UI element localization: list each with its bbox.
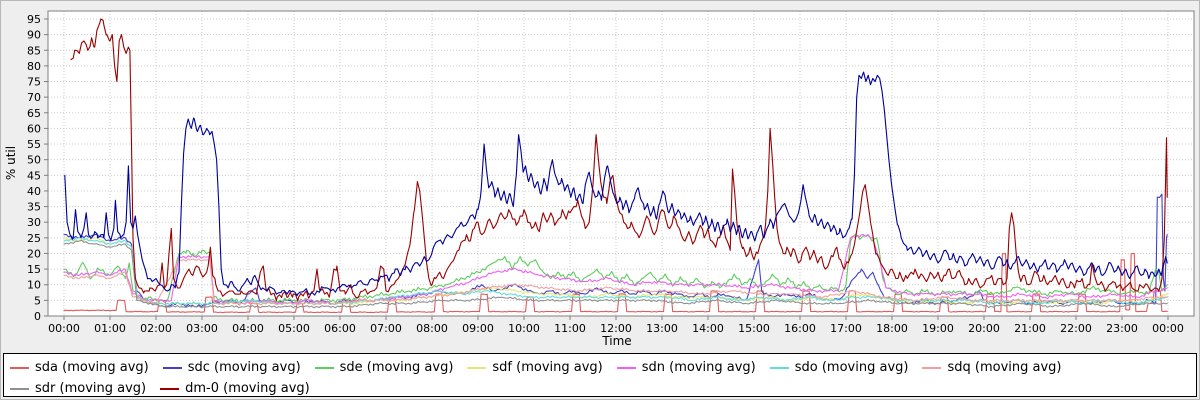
legend-item-sdn: sdn (moving avg)	[616, 357, 756, 378]
series-line-sdr	[63, 239, 1168, 309]
legend-label: sda (moving avg)	[35, 360, 149, 375]
legend-swatch-sdn	[616, 366, 636, 369]
x-tick-label: 06:00	[324, 322, 356, 335]
x-tick-label: 02:00	[140, 322, 172, 335]
x-tick-label: 21:00	[1014, 322, 1046, 335]
legend-item-sde: sde (moving avg)	[314, 357, 454, 378]
x-tick-label: 09:00	[462, 322, 494, 335]
y-tick-label: 15	[27, 263, 41, 276]
y-tick-label: 35	[27, 201, 41, 214]
legend-swatch-dm-0	[160, 387, 180, 390]
x-tick-label: 17:00	[830, 322, 862, 335]
legend-swatch-sda	[10, 366, 29, 369]
y-tick-label: 50	[27, 154, 41, 167]
x-axis-title: Time	[601, 334, 631, 348]
legend-label: sdn (moving avg)	[641, 360, 756, 375]
series-line-dm-2	[64, 71, 1168, 297]
y-tick-label: 25	[27, 232, 41, 245]
x-tick-label: 19:00	[922, 322, 954, 335]
legend-item-sdo: sdo (moving avg)	[769, 357, 909, 378]
legend-swatch-sdc	[162, 366, 182, 369]
y-tick-label: 0	[34, 310, 41, 323]
x-tick-label: 05:00	[278, 322, 310, 335]
y-tick-label: 85	[27, 44, 41, 57]
x-tick-label: 03:00	[186, 322, 218, 335]
y-tick-label: 65	[27, 107, 41, 120]
y-tick-label: 75	[27, 76, 41, 89]
x-tick-label: 12:00	[600, 322, 632, 335]
x-tick-label: 14:00	[692, 322, 724, 335]
series-line-dm-0	[70, 18, 1168, 302]
legend-item-sdf: sdf (moving avg)	[467, 357, 603, 378]
legend-label: sdc (moving avg)	[187, 360, 301, 375]
series-line-sdq	[63, 258, 1168, 306]
legend-swatch-sde	[314, 366, 334, 369]
y-tick-label: 5	[34, 294, 41, 307]
y-tick-label: 40	[27, 185, 41, 198]
legend-label: dm-0 (moving avg)	[185, 381, 310, 396]
x-tick-label: 16:00	[784, 322, 816, 335]
x-tick-label: 20:00	[968, 322, 1000, 335]
x-tick-label: 23:00	[1106, 322, 1138, 335]
x-tick-label: 00:00	[48, 322, 80, 335]
x-tick-label: 18:00	[876, 322, 908, 335]
x-tick-label: 13:00	[646, 322, 678, 335]
x-tick-label: 08:00	[416, 322, 448, 335]
legend-swatch-sdf	[467, 366, 487, 369]
y-axis-title: % util	[4, 146, 18, 180]
x-tick-label: 11:00	[554, 322, 586, 335]
legend-label: sde (moving avg)	[339, 360, 454, 375]
x-tick-label: 00:00	[1152, 322, 1184, 335]
x-tick-label: 22:00	[1060, 322, 1092, 335]
x-tick-label: 10:00	[508, 322, 540, 335]
y-tick-label: 55	[27, 138, 41, 151]
legend-label: sdf (moving avg)	[492, 360, 603, 375]
legend-item-sdc: sdc (moving avg)	[162, 357, 301, 378]
x-tick-label: 07:00	[370, 322, 402, 335]
series-line-sdo	[63, 236, 1168, 306]
x-tick-label: 04:00	[232, 322, 264, 335]
legend-swatch-sdr	[10, 387, 29, 390]
y-tick-label: 70	[27, 91, 41, 104]
legend-item-sdq: sdq (moving avg)	[922, 357, 1061, 378]
legend-item-sda: sda (moving avg)	[10, 357, 149, 378]
y-tick-label: 90	[27, 29, 41, 42]
legend-swatch-sdo	[769, 366, 789, 369]
x-tick-label: 01:00	[94, 322, 126, 335]
legend-label: sdq (moving avg)	[947, 360, 1062, 375]
y-tick-label: 45	[27, 169, 41, 182]
y-tick-label: 10	[27, 279, 41, 292]
legend-item-dm-0: dm-0 (moving avg)	[160, 378, 310, 399]
y-tick-label: 60	[27, 122, 41, 135]
legend-label: sdo (moving avg)	[794, 360, 909, 375]
y-tick-label: 20	[27, 247, 41, 260]
x-tick-label: 15:00	[738, 322, 770, 335]
chart-legend: sda (moving avg) sdc (moving avg) sde (mov…	[3, 353, 1197, 397]
legend-item-sdr: sdr (moving avg)	[10, 378, 146, 399]
legend-label: sdr (moving avg)	[35, 381, 147, 396]
y-tick-label: 95	[27, 13, 41, 26]
legend-swatch-sdq	[922, 366, 942, 369]
y-tick-label: 80	[27, 60, 41, 73]
y-tick-label: 30	[27, 216, 41, 229]
utilization-time-plot: 0 5 10 15 20 25 30 35 40 45 50 55 60 65 70 75 80 85 90 95 00…	[4, 10, 1195, 348]
